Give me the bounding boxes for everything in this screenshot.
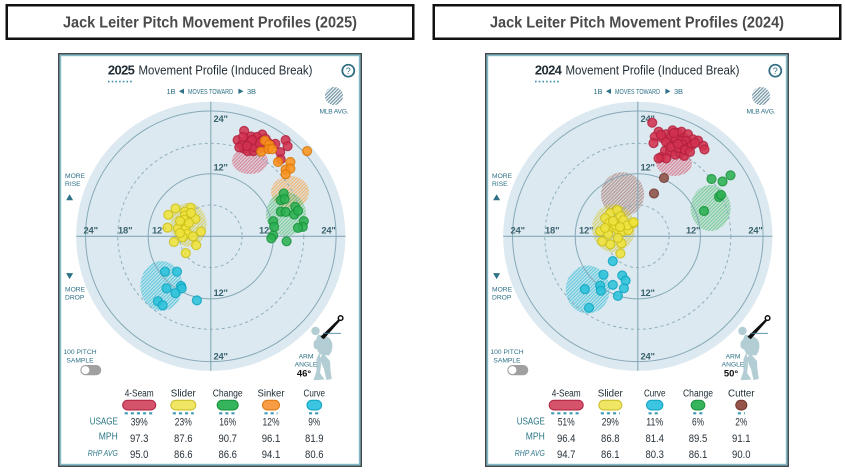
svg-text:?: ? [773, 66, 778, 76]
svg-text:86.8: 86.8 [601, 433, 620, 445]
svg-text:Curve: Curve [644, 389, 666, 400]
svg-text:90.7: 90.7 [218, 433, 237, 445]
svg-text:ARM: ARM [299, 354, 314, 361]
svg-text:Cutter: Cutter [728, 389, 755, 400]
svg-text:12": 12" [686, 225, 700, 236]
svg-text:80.6: 80.6 [305, 449, 324, 461]
svg-text:94.1: 94.1 [262, 449, 281, 461]
svg-text:18": 18" [545, 225, 559, 236]
svg-text:MORE: MORE [492, 287, 513, 294]
svg-text:16%: 16% [219, 416, 236, 428]
svg-text:39%: 39% [131, 416, 148, 428]
svg-text:12": 12" [214, 287, 228, 298]
svg-text:87.6: 87.6 [174, 433, 193, 445]
svg-text:RISE: RISE [65, 181, 81, 188]
svg-text:MORE: MORE [492, 173, 513, 180]
svg-text:18": 18" [118, 225, 132, 236]
svg-text:95.0: 95.0 [130, 449, 149, 461]
svg-text:50°: 50° [724, 369, 739, 380]
svg-text:91.1: 91.1 [732, 433, 751, 445]
svg-text:Movement Profile (Induced Brea: Movement Profile (Induced Break) [139, 63, 313, 78]
svg-text:Slider: Slider [598, 389, 624, 400]
svg-text:24": 24" [748, 225, 762, 236]
svg-text:12": 12" [259, 225, 273, 236]
svg-text:81.4: 81.4 [645, 433, 664, 445]
svg-text:11%: 11% [646, 416, 663, 428]
svg-text:Jack Leiter Pitch Movement Pro: Jack Leiter Pitch Movement Profiles (202… [63, 15, 357, 32]
svg-text:MORE: MORE [65, 173, 86, 180]
svg-text:2025: 2025 [108, 63, 135, 78]
svg-text:86.1: 86.1 [689, 449, 708, 461]
svg-text:?: ? [346, 66, 351, 76]
svg-text:1B: 1B [167, 87, 176, 96]
svg-text:24": 24" [84, 225, 98, 236]
svg-text:DROP: DROP [492, 295, 512, 302]
svg-text:100 PITCH: 100 PITCH [63, 349, 96, 356]
svg-text:24": 24" [214, 351, 228, 362]
svg-text:Curve: Curve [304, 389, 326, 400]
svg-text:12": 12" [641, 162, 655, 173]
svg-text:ANGLE: ANGLE [295, 362, 318, 369]
svg-text:51%: 51% [558, 416, 575, 428]
svg-text:Change: Change [213, 389, 243, 400]
svg-text:Change: Change [683, 389, 713, 400]
svg-text:Jack Leiter Pitch Movement Pro: Jack Leiter Pitch Movement Profiles (202… [490, 15, 784, 32]
svg-text:46°: 46° [297, 369, 312, 380]
svg-text:24": 24" [641, 113, 655, 124]
svg-text:96.4: 96.4 [557, 433, 576, 445]
svg-text:24": 24" [321, 225, 335, 236]
svg-text:12": 12" [152, 225, 166, 236]
svg-text:6%: 6% [692, 416, 704, 428]
svg-text:RISE: RISE [492, 181, 508, 188]
svg-text:4-Seam: 4-Seam [125, 389, 154, 400]
svg-text:81.9: 81.9 [305, 433, 324, 445]
svg-text:MPH: MPH [99, 432, 118, 443]
svg-text:SAMPLE: SAMPLE [493, 357, 521, 364]
svg-text:2024: 2024 [535, 63, 563, 78]
svg-text:USAGE: USAGE [517, 417, 545, 428]
svg-text:96.1: 96.1 [262, 433, 281, 445]
svg-text:ANGLE: ANGLE [722, 362, 745, 369]
svg-text:MLB AVG.: MLB AVG. [320, 109, 349, 116]
svg-text:Slider: Slider [171, 389, 197, 400]
svg-text:MORE: MORE [65, 287, 86, 294]
svg-text:94.7: 94.7 [557, 449, 576, 461]
svg-text:86.6: 86.6 [218, 449, 237, 461]
svg-text:DROP: DROP [65, 295, 85, 302]
svg-text:24": 24" [511, 225, 525, 236]
svg-text:2%: 2% [735, 416, 747, 428]
svg-text:3B: 3B [247, 87, 256, 96]
svg-text:MLB AVG.: MLB AVG. [747, 109, 776, 116]
svg-text:RHP AVG: RHP AVG [88, 448, 118, 458]
svg-text:MPH: MPH [526, 432, 545, 443]
svg-text:1B: 1B [594, 87, 603, 96]
svg-text:24": 24" [214, 113, 228, 124]
svg-text:12%: 12% [263, 416, 280, 428]
svg-text:ARM: ARM [726, 354, 741, 361]
svg-text:Sinker: Sinker [258, 389, 286, 400]
svg-text:100 PITCH: 100 PITCH [490, 349, 523, 356]
svg-text:97.3: 97.3 [130, 433, 149, 445]
svg-text:90.0: 90.0 [732, 449, 751, 461]
svg-text:86.6: 86.6 [174, 449, 193, 461]
svg-text:12": 12" [579, 225, 593, 236]
svg-text:3B: 3B [674, 87, 683, 96]
svg-text:89.5: 89.5 [689, 433, 708, 445]
svg-text:RHP AVG: RHP AVG [515, 448, 545, 458]
svg-text:4-Seam: 4-Seam [552, 389, 581, 400]
svg-text:9%: 9% [308, 416, 320, 428]
svg-text:29%: 29% [602, 416, 619, 428]
svg-text:MOVES TOWARD: MOVES TOWARD [188, 87, 233, 96]
svg-text:80.3: 80.3 [645, 449, 664, 461]
svg-text:24": 24" [641, 351, 655, 362]
svg-text:23%: 23% [175, 416, 192, 428]
svg-text:SAMPLE: SAMPLE [66, 357, 94, 364]
svg-text:MOVES TOWARD: MOVES TOWARD [615, 87, 660, 96]
svg-text:12": 12" [641, 287, 655, 298]
svg-text:12": 12" [214, 162, 228, 173]
svg-text:86.1: 86.1 [601, 449, 620, 461]
svg-text:Movement Profile (Induced Brea: Movement Profile (Induced Break) [566, 63, 740, 78]
svg-text:USAGE: USAGE [90, 417, 118, 428]
